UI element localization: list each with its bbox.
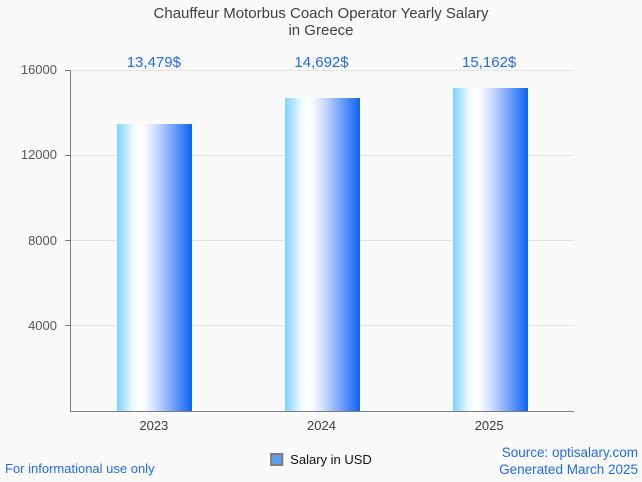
bar-2023[interactable] — [117, 123, 193, 411]
y-axis-tick — [65, 325, 70, 327]
x-axis-label: 2024 — [307, 418, 336, 433]
legend-swatch — [270, 453, 284, 466]
source-block: Source: optisalary.com Generated March 2… — [499, 445, 638, 478]
bar-2024[interactable] — [285, 97, 360, 411]
legend-label: Salary in USD — [290, 452, 372, 467]
y-axis-tick — [65, 240, 70, 241]
y-axis-label: 4000 — [28, 317, 57, 333]
y-axis-label: 12000 — [20, 147, 57, 163]
x-axis-label: 2025 — [474, 418, 504, 433]
plot-area — [70, 69, 574, 412]
gridline — [71, 69, 574, 71]
bar-value-label: 14,692$ — [294, 54, 349, 71]
legend-item[interactable]: Salary in USD — [270, 452, 372, 467]
y-axis-label: 16000 — [20, 62, 57, 77]
bar-2025[interactable] — [452, 87, 528, 411]
disclaimer-text: For informational use only — [5, 461, 155, 476]
y-axis-label: 8000 — [28, 232, 57, 248]
source-text: Source: optisalary.com — [501, 445, 638, 460]
value-labels-row: 13,479$ 14,692$ 15,162$ — [70, 54, 573, 71]
bar-value-label: 13,479$ — [126, 54, 181, 71]
y-axis: 4000 8000 12000 16000 — [0, 62, 70, 411]
bar-value-label: 15,162$ — [462, 54, 517, 71]
x-axis-label: 2023 — [139, 418, 169, 433]
x-labels-row: 2023 2024 2025 — [70, 418, 573, 434]
chart-title: Chauffeur Motorbus Coach Operator Yearly… — [153, 5, 489, 39]
y-axis-tick — [65, 69, 70, 71]
generated-text: Generated March 2025 — [499, 461, 638, 477]
y-axis-tick — [65, 154, 70, 156]
